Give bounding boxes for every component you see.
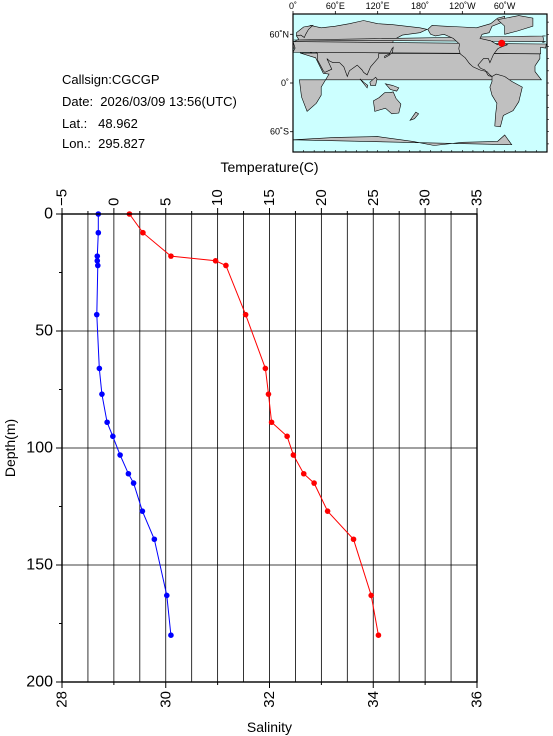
salinity-point: [99, 391, 105, 397]
temperature-line: [128, 213, 379, 636]
depth-axis-label: Depth(m): [2, 419, 18, 477]
temperature-point: [268, 419, 275, 426]
chart-grid: [61, 214, 478, 682]
temperature-tick-label: 30: [417, 189, 434, 206]
map-south-america: [489, 73, 523, 128]
temperature-point: [350, 536, 357, 543]
temperature-point: [311, 480, 317, 486]
temperature-point: [168, 253, 174, 259]
temperature-point: [140, 229, 146, 236]
salinity-point: [94, 258, 101, 264]
station-marker: [498, 39, 506, 47]
map-lat-label: 60˚S: [270, 127, 289, 137]
map-sumatra: [359, 78, 369, 89]
salinity-tick-label: 28: [54, 691, 71, 708]
map-lon-label: 120˚E: [366, 1, 390, 11]
temperature-point: [324, 508, 331, 514]
salinity-tick-label: 30: [157, 691, 174, 708]
map-lon-label: 180˚: [411, 1, 429, 11]
map-lon-label: 120˚W: [449, 1, 476, 11]
salinity-point: [139, 508, 146, 514]
depth-tick-label: 50: [35, 323, 53, 340]
chart-series: [93, 211, 382, 638]
map-lat-label: 60˚N: [269, 29, 289, 39]
map-japan: [384, 46, 394, 59]
salinity-point: [168, 632, 174, 638]
map-australia: [373, 91, 402, 115]
temperature-tick-label: 35: [469, 189, 486, 206]
world-map: 0˚ 60˚E 120˚E 180˚ 120˚W 60˚W 60˚N 0˚ 60˚S: [269, 1, 549, 153]
map-lat-label: 0˚: [281, 78, 289, 88]
temperature-tick-label: −5: [54, 189, 71, 206]
temperature-point: [242, 311, 249, 318]
temperature-axis-label: Temperature(C): [220, 159, 318, 175]
temperature-point: [290, 452, 297, 458]
map-borneo: [369, 76, 378, 86]
map-new-zealand: [409, 111, 420, 121]
map-lon-label: 60˚W: [494, 1, 516, 11]
temperature-point: [223, 262, 229, 269]
temperature-tick-label: 10: [209, 189, 226, 206]
callsign-text: Callsign:CGCGP: [62, 72, 160, 87]
map-north-america: [427, 16, 509, 77]
map-iberia: [292, 41, 547, 55]
salinity-point: [110, 433, 116, 440]
salinity-point: [130, 480, 137, 486]
temperature-tick-label: 5: [157, 198, 174, 206]
salinity-point: [93, 311, 100, 318]
temperature-point: [368, 592, 374, 599]
temperature-tick-label: 15: [261, 189, 278, 206]
salinity-tick-label: 32: [261, 691, 278, 708]
salinity-point: [95, 229, 102, 236]
map-greenland: [496, 15, 534, 35]
temperature-tick-label: 25: [365, 189, 382, 206]
depth-tick-label: 0: [44, 206, 53, 223]
temperature-tick-label: 0: [105, 198, 122, 206]
salinity-point: [117, 452, 123, 458]
map-scandinavia: [296, 24, 314, 38]
depth-tick-label: 100: [26, 440, 53, 457]
salinity-point: [96, 365, 103, 372]
map-new-guinea: [384, 83, 400, 92]
salinity-point: [125, 470, 132, 477]
depth-tick-label: 150: [26, 557, 53, 574]
lat-text: Lat.: 48.962: [62, 116, 138, 131]
temperature-point: [265, 391, 272, 397]
salinity-axis-label: Salinity: [247, 719, 292, 735]
temperature-point: [300, 470, 307, 477]
temperature-tick-label: 20: [313, 189, 330, 206]
salinity-tick-label: 36: [469, 691, 486, 708]
salinity-point: [104, 419, 110, 426]
salinity-point: [151, 536, 158, 543]
depth-tick-label: 200: [26, 674, 53, 691]
temperature-point: [262, 365, 269, 372]
temperature-point: [375, 632, 382, 638]
salinity-tick-label: 34: [365, 691, 382, 708]
map-lon-label: 0˚: [289, 1, 297, 11]
salinity-point: [94, 253, 101, 259]
temperature-point: [212, 258, 219, 264]
map-lon-label: 60˚E: [326, 1, 345, 11]
date-text: Date: 2026/03/09 13:56(UTC): [62, 94, 237, 109]
lon-text: Lon.: 295.827: [62, 136, 146, 151]
salinity-point: [163, 592, 170, 599]
temperature-point: [284, 433, 290, 440]
salinity-point: [94, 262, 101, 269]
